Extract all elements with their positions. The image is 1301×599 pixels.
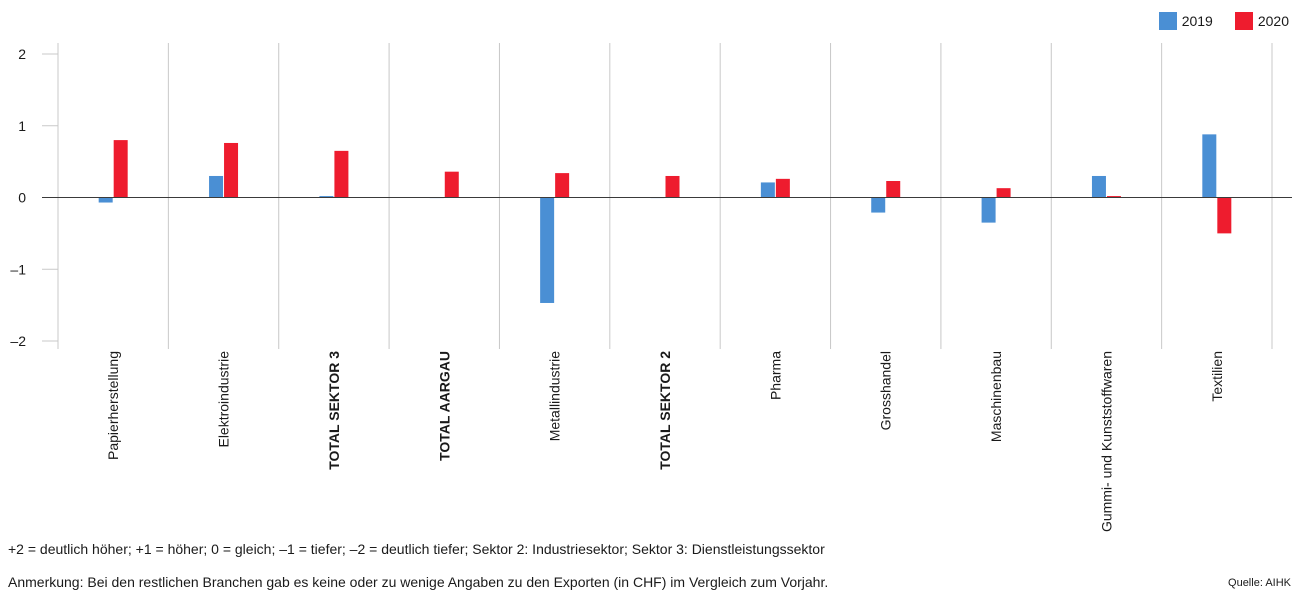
scale-note: +2 = deutlich höher; +1 = höher; 0 = gle…: [8, 541, 825, 557]
category-label: Textilien: [1209, 351, 1225, 402]
category-label: TOTAL SEKTOR 2: [657, 351, 673, 470]
category-label: Gummi- und Kunststoffwaren: [1098, 351, 1114, 532]
legend-swatch-2019: [1158, 12, 1177, 30]
bar-2020-4: [555, 173, 570, 198]
bar-2020-3: [444, 171, 459, 198]
source-note: Quelle: AIHK: [1228, 577, 1291, 589]
legend: 2019 2020: [1158, 12, 1289, 30]
bar-2019-10: [1202, 134, 1217, 198]
bar-2020-1: [224, 142, 239, 198]
bar-2019-7: [871, 197, 886, 213]
bar-2019-4: [540, 197, 555, 303]
bar-2020-9: [1106, 196, 1121, 198]
category-label: Metallindustrie: [547, 351, 563, 441]
y-tick-label: 2: [18, 46, 26, 62]
category-label: TOTAL AARGAU: [436, 351, 452, 461]
bar-2020-8: [996, 188, 1011, 198]
remark-note: Anmerkung: Bei den restlichen Branchen g…: [8, 574, 829, 590]
legend-item-2020: 2020: [1234, 12, 1289, 30]
bar-2019-8: [981, 197, 996, 223]
legend-label-2020: 2020: [1257, 13, 1289, 29]
category-label: Elektroindustrie: [216, 351, 232, 448]
bar-2020-2: [334, 150, 349, 198]
bar-2020-7: [886, 180, 901, 198]
category-label: Grosshandel: [878, 351, 894, 430]
bar-2020-6: [775, 178, 790, 198]
y-tick-label: 0: [18, 190, 26, 206]
bar-2020-0: [113, 140, 128, 198]
category-label: Papierherstellung: [105, 351, 121, 460]
bar-2019-1: [209, 175, 224, 198]
bar-2020-10: [1217, 197, 1232, 234]
category-label: Maschinenbau: [988, 351, 1004, 442]
legend-label-2019: 2019: [1181, 13, 1213, 29]
bar-2019-9: [1091, 175, 1106, 198]
legend-item-2019: 2019: [1158, 12, 1213, 30]
legend-swatch-2020: [1234, 12, 1253, 30]
bar-2019-0: [98, 197, 113, 203]
y-tick-label: 1: [18, 118, 26, 134]
bar-2020-5: [665, 175, 680, 198]
category-label: Pharma: [767, 351, 783, 400]
y-tick-label: –2: [10, 333, 26, 349]
y-tick-label: –1: [10, 261, 26, 277]
bar-2019-2: [319, 196, 334, 198]
category-label: TOTAL SEKTOR 3: [326, 351, 342, 470]
bar-2019-6: [760, 182, 775, 198]
